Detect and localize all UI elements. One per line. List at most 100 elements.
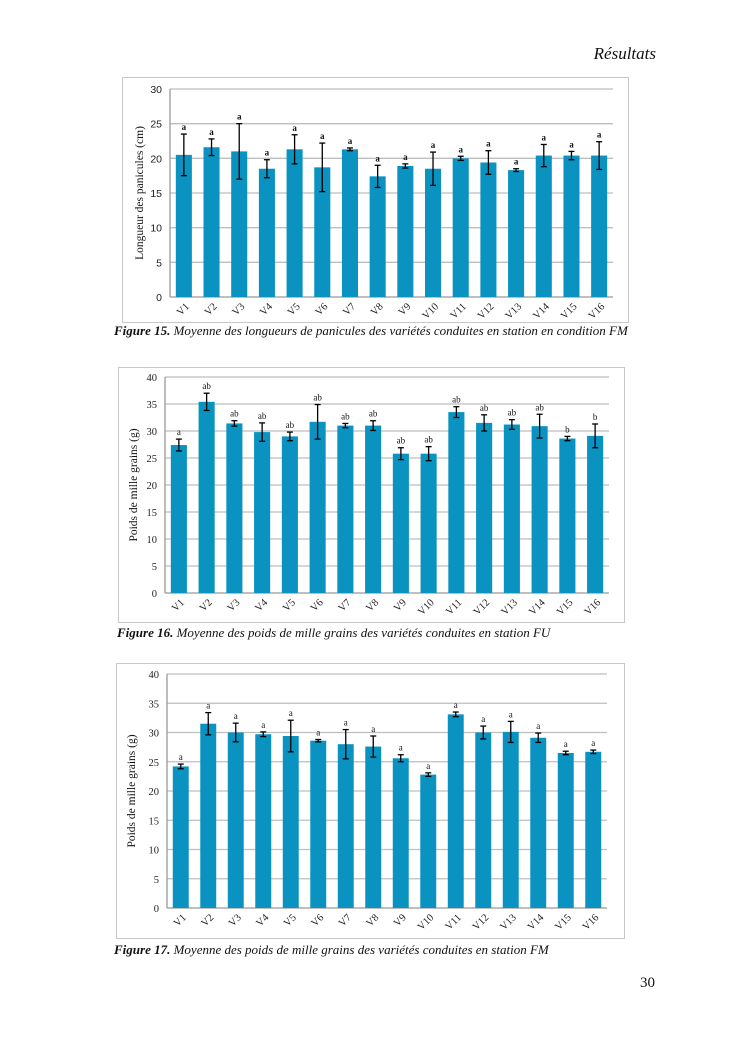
x-tick-label: V1 <box>172 912 189 929</box>
significance-label: a <box>289 708 293 718</box>
x-tick-label: V4 <box>255 912 272 929</box>
bar-v2 <box>203 147 220 297</box>
significance-label: a <box>454 700 458 710</box>
significance-label: ab <box>202 381 211 391</box>
significance-label: a <box>542 132 547 142</box>
significance-label: a <box>177 427 181 437</box>
significance-label: a <box>348 136 353 146</box>
significance-label: a <box>320 131 325 141</box>
bar-v14 <box>535 155 552 297</box>
significance-label: a <box>536 721 540 731</box>
y-tick-label: 25 <box>150 119 162 131</box>
bar-v16 <box>591 155 608 297</box>
chart-svg-0: 0 5 10 15 20 25 30 Longueur des panicules (cm) a… <box>134 84 613 322</box>
significance-label: ab <box>341 411 350 421</box>
bar-v1 <box>170 445 187 593</box>
y-tick-label: 20 <box>149 787 160 798</box>
significance-label: a <box>399 743 403 753</box>
x-tick-label: V3 <box>227 912 244 929</box>
x-tick-label: V16 <box>587 301 608 322</box>
bar-v4 <box>254 432 271 593</box>
x-tick-label: V2 <box>200 912 217 929</box>
x-tick-label: V12 <box>476 301 497 322</box>
x-tick-label: V15 <box>559 301 580 322</box>
x-tick-label: V13 <box>499 597 520 618</box>
page-number: 30 <box>640 975 655 991</box>
caption-text: Moyenne des longueurs de panicules des v… <box>170 323 628 338</box>
bar-v3 <box>231 151 248 297</box>
y-tick-label: 40 <box>147 373 158 384</box>
chart-svg-2: 0 5 10 15 20 25 30 35 40 Poids de mille grains (g… <box>126 670 607 933</box>
y-tick-label: 40 <box>149 670 160 681</box>
significance-label: a <box>292 123 297 133</box>
x-tick-label: V8 <box>369 301 386 318</box>
bar-v7 <box>341 149 358 297</box>
significance-label: b <box>593 412 598 422</box>
significance-label: a <box>481 714 485 724</box>
bar-v6 <box>310 740 327 908</box>
x-tick-label: V14 <box>527 597 548 618</box>
y-tick-label: 25 <box>147 454 158 465</box>
y-tick-label: 15 <box>147 508 158 519</box>
bar-v12 <box>475 732 492 908</box>
significance-label: ab <box>313 393 322 403</box>
bar-v13 <box>508 170 525 297</box>
significance-label: a <box>375 153 380 163</box>
significance-label: b <box>565 424 570 434</box>
x-tick-label: V6 <box>314 301 331 318</box>
x-tick-label: V8 <box>364 597 381 614</box>
figure-17-caption: Figure 17. Moyenne des poids de mille gr… <box>114 942 549 958</box>
y-tick-label: 5 <box>152 562 157 573</box>
y-tick-label: 10 <box>149 846 160 857</box>
section-header: Résultats <box>593 44 656 63</box>
y-axis-label: Longueur des panicules (cm) <box>134 126 146 260</box>
x-tick-label: V9 <box>392 912 409 929</box>
caption-text: Moyenne des poids de mille grains des va… <box>173 625 551 640</box>
bar-v15 <box>559 438 576 593</box>
significance-label: ab <box>480 403 489 413</box>
figure-16-chart: 0 5 10 15 20 25 30 35 40 Poids de mille grains (g… <box>118 367 625 623</box>
bar-v11 <box>452 158 469 297</box>
x-tick-label: V8 <box>365 912 382 929</box>
x-tick-label: V10 <box>421 301 442 322</box>
y-tick-label: 0 <box>156 292 162 304</box>
y-tick-label: 35 <box>149 699 160 710</box>
x-tick-label: V15 <box>555 597 576 618</box>
bar-v3 <box>226 423 243 593</box>
bar-v7 <box>337 744 354 908</box>
x-tick-label: V3 <box>230 301 247 318</box>
significance-label: a <box>179 752 183 762</box>
significance-label: a <box>426 761 430 771</box>
y-tick-label: 35 <box>147 400 158 411</box>
significance-label: a <box>591 738 595 748</box>
x-tick-label: V16 <box>583 597 604 618</box>
bar-v9 <box>392 758 409 908</box>
bar-v4 <box>255 734 272 908</box>
significance-label: ab <box>397 436 406 446</box>
significance-label: a <box>597 130 602 140</box>
significance-label: a <box>458 144 463 154</box>
y-tick-label: 30 <box>150 84 162 96</box>
x-tick-label: V14 <box>531 301 552 322</box>
bar-v13 <box>503 424 520 593</box>
significance-label: a <box>316 728 320 738</box>
bar-v5 <box>281 436 298 593</box>
x-tick-label: V13 <box>504 301 525 322</box>
bar-v6 <box>309 421 326 593</box>
bar-v11 <box>448 412 465 593</box>
bar-v1 <box>172 766 189 908</box>
figure-16-caption: Figure 16. Moyenne des poids de mille gr… <box>117 625 550 641</box>
y-tick-label: 0 <box>154 904 159 915</box>
y-tick-label: 10 <box>150 223 162 235</box>
bar-v8 <box>365 425 382 593</box>
caption-label: Figure 15. <box>114 323 171 338</box>
bar-v12 <box>476 422 493 593</box>
bar-v4 <box>258 168 275 297</box>
x-tick-label: V4 <box>253 597 270 614</box>
x-tick-label: V3 <box>226 597 243 614</box>
x-tick-label: V7 <box>337 912 354 929</box>
bar-v5 <box>282 736 299 908</box>
significance-label: ab <box>424 435 433 445</box>
figure-17-chart: 0 5 10 15 20 25 30 35 40 Poids de mille grains (g… <box>116 663 625 939</box>
bar-v16 <box>587 435 604 593</box>
